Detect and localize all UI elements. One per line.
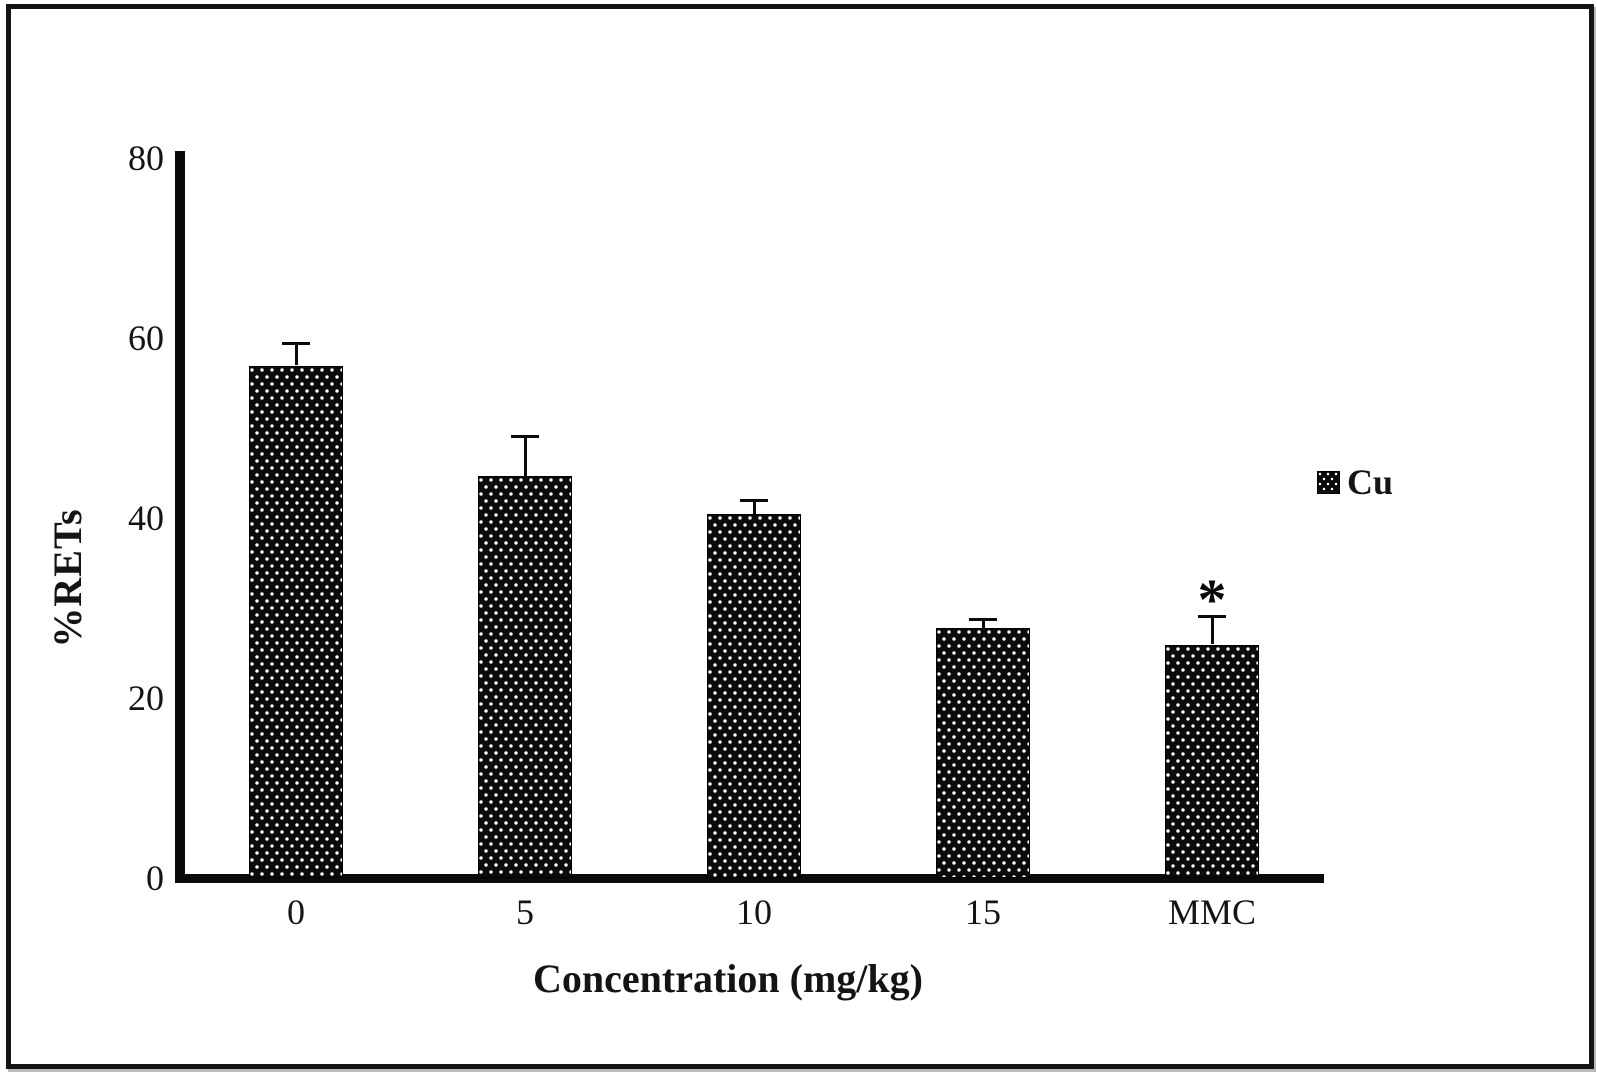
bar <box>249 365 343 878</box>
bar <box>1165 644 1259 878</box>
error-bar-cap <box>282 342 310 346</box>
error-bar-cap <box>740 499 768 502</box>
plot-area: %RETs Concentration (mg/kg) Cu 0 20 40 60 80… <box>11 9 1589 1064</box>
legend-swatch-pattern-icon <box>1317 470 1340 494</box>
error-bar-whisker <box>752 500 756 514</box>
error-bar-cap <box>969 617 997 621</box>
error-bar-cap <box>1198 615 1226 619</box>
error-bar-whisker <box>294 343 298 366</box>
x-category-label: 15 <box>965 892 1001 932</box>
y-tick-label: 20 <box>128 678 164 718</box>
error-bar-whisker <box>981 619 985 629</box>
y-axis-line <box>175 151 185 883</box>
x-category-label: 0 <box>287 892 305 932</box>
y-tick-label: 80 <box>128 138 164 178</box>
bar <box>936 628 1030 878</box>
legend: Cu <box>1317 464 1393 500</box>
x-axis-line <box>175 874 1324 883</box>
error-bar-whisker <box>1210 616 1214 645</box>
x-category-label: 5 <box>516 892 534 932</box>
y-tick-label: 0 <box>146 858 164 898</box>
bar <box>478 476 572 878</box>
y-axis-title: %RETs <box>45 508 90 648</box>
figure-frame: %RETs Concentration (mg/kg) Cu 0 20 40 60 80… <box>6 4 1594 1069</box>
legend-label: Cu <box>1347 462 1394 502</box>
y-tick-label: 40 <box>128 498 164 538</box>
y-tick-label: 60 <box>128 318 164 358</box>
significance-asterisk: * <box>1197 566 1227 632</box>
error-bar-whisker <box>523 436 527 477</box>
error-bar-cap <box>511 435 539 439</box>
x-axis-title: Concentration (mg/kg) <box>533 956 923 1001</box>
x-category-label: MMC <box>1167 892 1257 932</box>
x-category-label: 10 <box>736 892 772 932</box>
bar <box>707 514 801 878</box>
